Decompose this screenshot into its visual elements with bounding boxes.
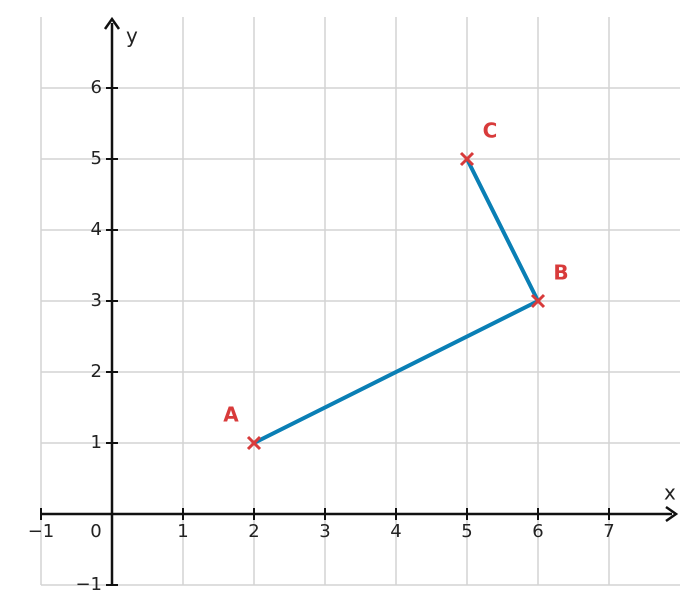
x-tick-label: 1	[177, 521, 188, 542]
x-tick-label: 5	[461, 521, 472, 542]
x-tick-label: −1	[28, 521, 55, 542]
point-marker	[246, 435, 262, 451]
point-marker	[459, 151, 475, 167]
point-label: C	[483, 119, 498, 143]
x-tick-label: 4	[390, 521, 401, 542]
x-tick-label: 7	[603, 521, 614, 542]
x-axis-label: x	[664, 481, 676, 505]
y-tick-label: 1	[91, 432, 102, 453]
point-marker	[530, 293, 546, 309]
y-axis-label: y	[126, 24, 138, 48]
y-tick-label: 3	[91, 290, 102, 311]
y-tick-label: 2	[91, 361, 102, 382]
x-tick-label: 3	[319, 521, 330, 542]
point-label: A	[223, 403, 239, 427]
y-tick-label: 6	[91, 77, 102, 98]
y-tick-label: 4	[91, 219, 102, 240]
y-axis-arrow	[103, 16, 121, 30]
x-axis-arrow	[665, 505, 679, 523]
x-tick-label: 0	[90, 521, 101, 542]
x-tick-label: 6	[532, 521, 543, 542]
y-tick-label: 5	[91, 148, 102, 169]
x-tick-label: 2	[248, 521, 259, 542]
point-label: B	[553, 261, 568, 285]
y-tick-label: −1	[75, 574, 102, 595]
